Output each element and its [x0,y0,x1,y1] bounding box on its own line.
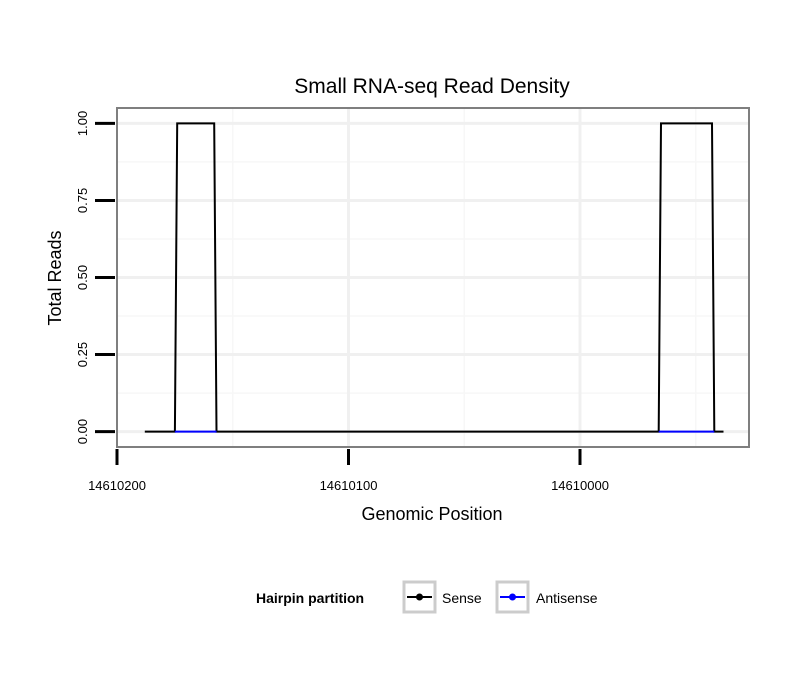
legend: Hairpin partition Sense Antisense [256,580,598,614]
y-tick-label: 1.00 [75,111,90,136]
plot-panel-border [116,107,750,448]
y-tick-label: 0.25 [75,342,90,367]
y-tick-label: 0.50 [75,265,90,290]
legend-label-antisense: Antisense [536,590,598,606]
y-tick-label: 0.00 [75,419,90,444]
legend-key-point-antisense [509,593,516,601]
y-axis-title: Total Reads [45,230,65,325]
x-tick-label: 14610100 [320,478,378,493]
x-tick-label: 14610000 [551,478,609,493]
y-tick-label: 0.75 [75,188,90,213]
series-line-sense [144,122,724,433]
legend-key-point-sense [416,593,423,601]
chart-title: Small RNA-seq Read Density [294,75,570,98]
x-tick-label: 14610200 [88,478,146,493]
x-axis-title: Genomic Position [361,504,502,524]
x-axis: 14610200 14610100 14610000 [88,449,609,493]
y-axis: 0.00 0.25 0.50 0.75 1.00 [75,111,115,444]
legend-title: Hairpin partition [256,590,364,606]
series-lines [144,122,724,433]
legend-label-sense: Sense [442,590,482,606]
